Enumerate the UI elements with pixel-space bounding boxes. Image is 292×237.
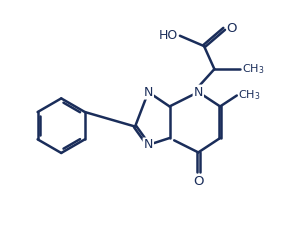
Text: CH$_3$: CH$_3$ — [238, 88, 261, 102]
Text: N: N — [144, 86, 153, 99]
Text: N: N — [144, 138, 153, 151]
Text: O: O — [226, 22, 237, 35]
Text: N: N — [194, 86, 203, 99]
Text: CH$_3$: CH$_3$ — [242, 62, 265, 76]
Text: HO: HO — [159, 29, 178, 42]
Text: O: O — [193, 175, 204, 188]
